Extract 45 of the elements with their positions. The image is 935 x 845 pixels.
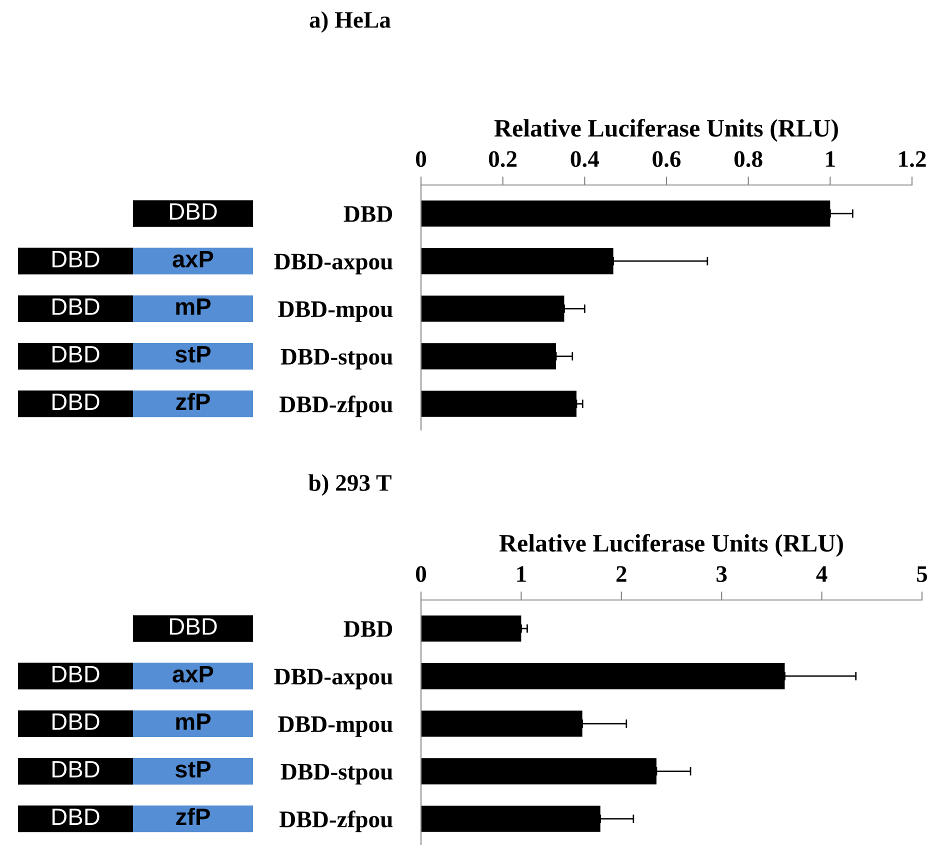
y-tick-label: DBD-axpou <box>274 254 393 274</box>
chart-title: a) HeLa <box>310 11 391 33</box>
x-tick-label: 0.6 <box>652 151 681 168</box>
y-tick-label: DBD-mpou <box>278 716 393 737</box>
y-tick-label: DBD-stpou <box>280 348 393 370</box>
text: stP <box>175 346 211 363</box>
chart-title: b) 293 T <box>308 474 392 496</box>
text: DBD <box>52 666 100 682</box>
x-tick-label: 1 <box>517 566 526 582</box>
text: mP <box>176 714 211 730</box>
y-tick-label: DBD-axpou <box>274 668 393 690</box>
y-tick-label: DBD-zfpou <box>280 810 393 832</box>
x-tick-label: 3 <box>716 566 727 582</box>
text: DBD <box>52 298 100 315</box>
x-tick-label: 2 <box>616 566 626 582</box>
text: DBD <box>52 346 100 362</box>
y-tick-label: DBD-zfpou <box>280 396 393 418</box>
x-axis-title: Relative Luciferase Units (RLU) <box>499 534 843 557</box>
x-tick-label: 1.2 <box>899 151 926 168</box>
text: DBD <box>52 714 100 730</box>
x-tick-label: 0 <box>416 151 426 168</box>
y-tick-label: DBD-stpou <box>280 764 393 784</box>
y-tick-label: DBD <box>344 206 392 222</box>
y-tick-label: DBD-mpou <box>278 301 393 322</box>
text: DBD <box>170 203 217 220</box>
text: DBD <box>52 250 100 268</box>
x-tick-label: 5 <box>917 566 928 582</box>
x-axis-title: Relative Luciferase Units (RLU) <box>494 118 838 142</box>
x-tick-label: 0 <box>416 566 426 582</box>
x-tick-label: 1 <box>826 151 835 167</box>
x-tick-label: 0.4 <box>570 151 599 168</box>
text: DBD <box>52 761 100 778</box>
text: axP <box>172 666 214 682</box>
text: mP <box>176 298 211 315</box>
text: DBD <box>52 808 100 825</box>
text: DBD <box>170 618 217 635</box>
text: stP <box>175 761 211 778</box>
y-tick-label: DBD <box>344 621 392 637</box>
text: zfP <box>176 392 210 410</box>
text: DBD <box>52 394 100 410</box>
x-tick-label: 4 <box>816 566 828 582</box>
x-tick-label: 0.8 <box>734 151 762 168</box>
text: zfP <box>176 808 210 825</box>
text: axP <box>172 250 214 268</box>
x-tick-label: 0.2 <box>488 151 517 168</box>
